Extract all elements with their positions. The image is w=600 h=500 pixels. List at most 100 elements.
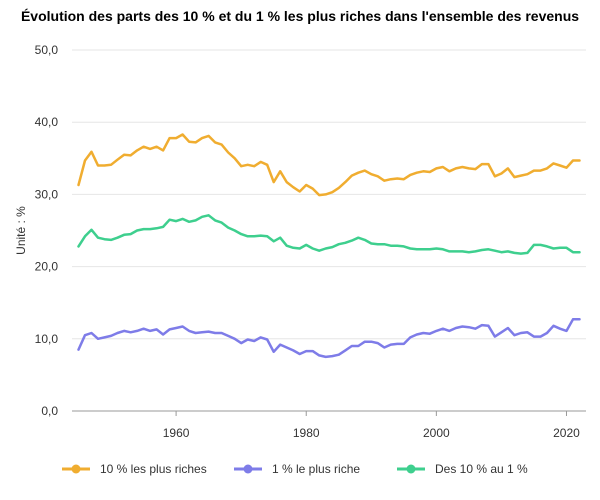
data-point: [194, 141, 197, 144]
data-point: [181, 133, 184, 136]
data-point: [181, 218, 184, 220]
data-point: [500, 331, 503, 334]
data-point: [227, 226, 230, 229]
legend-label: 1 % le plus riche: [272, 462, 360, 476]
data-point: [162, 226, 165, 228]
data-point: [422, 332, 425, 334]
data-point: [448, 250, 451, 253]
x-tick-label: 2020: [553, 426, 580, 440]
data-point: [253, 235, 256, 238]
data-point: [168, 328, 171, 331]
data-point: [214, 141, 217, 144]
series-line-2: [77, 318, 581, 359]
data-point: [266, 235, 269, 238]
data-point: [539, 335, 542, 338]
data-point: [194, 219, 197, 222]
data-point: [402, 245, 405, 248]
data-point: [513, 334, 516, 337]
data-point: [253, 340, 256, 342]
data-point: [494, 249, 496, 252]
data-point: [507, 250, 509, 253]
data-point: [552, 247, 555, 250]
data-point: [389, 244, 392, 247]
data-point: [422, 248, 425, 251]
data-point: [455, 327, 457, 329]
data-point: [448, 170, 451, 173]
data-point: [142, 228, 145, 231]
data-point: [155, 227, 158, 230]
chart-title: Évolution des parts des 10 % et du 1 % l…: [20, 8, 580, 24]
data-point: [344, 241, 347, 244]
data-point: [337, 353, 340, 356]
data-point: [442, 166, 444, 168]
data-point: [110, 163, 112, 166]
data-point: [298, 353, 301, 355]
data-point: [123, 233, 125, 236]
data-point: [103, 164, 106, 167]
data-point: [409, 174, 412, 176]
data-point: [142, 145, 145, 148]
data-point: [376, 243, 379, 246]
data-point: [259, 234, 262, 237]
data-point: [533, 335, 535, 338]
data-point: [285, 346, 288, 349]
data-point: [116, 158, 119, 161]
data-point: [383, 179, 386, 182]
data-point: [487, 163, 490, 166]
data-point: [305, 184, 308, 186]
data-point: [435, 330, 438, 332]
data-point: [396, 177, 399, 180]
data-point: [324, 247, 327, 250]
data-point: [97, 236, 99, 239]
data-point: [396, 343, 399, 345]
data-point: [77, 245, 80, 248]
data-point: [474, 250, 477, 253]
data-point: [188, 140, 191, 143]
series-line-1: [77, 133, 581, 197]
data-point: [507, 327, 509, 329]
data-point: [129, 233, 132, 236]
data-point: [526, 173, 529, 176]
data-point: [552, 324, 555, 327]
data-point: [324, 193, 327, 196]
data-point: [461, 250, 464, 253]
data-point: [481, 324, 483, 326]
x-tick-label: 2000: [423, 426, 450, 440]
data-point: [409, 247, 412, 250]
data-point: [565, 166, 568, 169]
data-point: [546, 167, 548, 170]
data-point: [363, 340, 366, 343]
data-point: [448, 330, 451, 332]
data-point: [285, 244, 288, 247]
data-point: [572, 159, 574, 162]
data-point: [337, 243, 340, 246]
data-point: [233, 337, 236, 340]
data-point: [220, 332, 223, 334]
data-point: [240, 233, 243, 236]
data-point: [481, 163, 483, 166]
data-point: [136, 229, 139, 232]
data-point: [240, 342, 243, 344]
data-point: [494, 175, 496, 178]
data-point: [123, 153, 125, 156]
data-point: [149, 330, 152, 332]
data-point: [103, 238, 106, 241]
data-point: [402, 343, 405, 345]
y-tick-label: 0,0: [41, 404, 58, 418]
data-point: [578, 318, 581, 321]
data-point: [207, 135, 210, 137]
data-point: [415, 333, 418, 336]
data-point: [428, 332, 431, 335]
data-point: [90, 332, 93, 334]
data-point: [572, 318, 574, 321]
data-point: [162, 149, 165, 152]
data-point: [500, 251, 503, 254]
data-point: [383, 346, 386, 349]
data-point: [500, 172, 503, 175]
data-point: [207, 214, 210, 217]
data-point: [90, 150, 93, 153]
data-point: [142, 327, 145, 330]
data-point: [415, 171, 418, 174]
data-point: [220, 221, 223, 224]
